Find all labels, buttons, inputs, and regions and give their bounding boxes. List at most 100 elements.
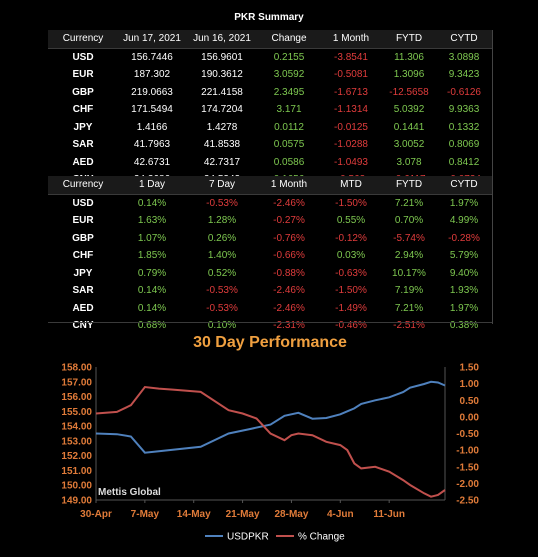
currency-code: AED — [72, 156, 94, 168]
table-cell: 1.3096 — [393, 69, 425, 81]
table-cell: 2.94% — [394, 250, 424, 262]
table-cell: 0.0112 — [274, 121, 304, 133]
pkr-rates-table: Currency Jun 17, 2021 Jun 16, 2021 Change 1 … — [48, 30, 492, 189]
table-cell: -1.0493 — [334, 156, 368, 168]
y-left-tick-label: 150.00 — [61, 481, 92, 492]
table-cell: 0.14% — [137, 197, 167, 209]
table-cell: 41.7963 — [133, 139, 171, 151]
watermark: Mettis Global — [98, 487, 161, 498]
column-header: FYTD — [382, 30, 436, 49]
table-cell: 41.8538 — [203, 139, 241, 151]
y-right-tick-label: -2.00 — [456, 479, 479, 490]
currency-code: EUR — [72, 215, 94, 227]
table-cell: 190.3612 — [201, 69, 243, 81]
table-cell: -0.76% — [273, 232, 305, 244]
table-cell: 4.99% — [449, 215, 479, 227]
table-row: SAR 0.14% -0.53% -2.46% -1.50% 7.19% 1.93% — [48, 282, 492, 300]
table-cell: -2.46% — [273, 197, 305, 209]
table-cell: 187.302 — [133, 69, 171, 81]
table-cell: -2.46% — [273, 302, 305, 314]
table-cell: 0.8412 — [448, 156, 480, 168]
table-cell: 0.14% — [137, 302, 167, 314]
x-tick-label: 11-Jun — [373, 509, 405, 520]
table-cell: 1.4278 — [206, 121, 238, 133]
column-header: MTD — [320, 176, 382, 195]
table-cell: 1.4166 — [136, 121, 168, 133]
table-cell: 221.4158 — [201, 86, 243, 98]
currency-code: CNY — [72, 320, 94, 332]
table-row: EUR 187.302 190.3612 3.0592 -0.5081 1.3096 9.3… — [48, 66, 492, 84]
column-header: 1 Day — [118, 176, 186, 195]
table-cell: -2.31% — [273, 320, 305, 332]
table-cell: 0.1332 — [448, 121, 480, 133]
column-header: FYTD — [382, 176, 436, 195]
table-cell: 9.40% — [449, 267, 479, 279]
column-header: CYTD — [436, 176, 492, 195]
column-header: CYTD — [436, 30, 492, 49]
table-cell: 0.52% — [207, 267, 237, 279]
table-cell: 5.0392 — [393, 104, 425, 116]
table-row: JPY 1.4166 1.4278 0.0112 -0.0125 0.1441 0.1332 — [48, 119, 492, 137]
currency-code: SAR — [72, 285, 94, 297]
table-cell: 156.9601 — [201, 51, 243, 63]
column-header: 7 Day — [186, 176, 258, 195]
table-cell: 1.63% — [137, 215, 167, 227]
column-header: 1 Month — [258, 176, 320, 195]
table-row: SAR 41.7963 41.8538 0.0575 -1.0288 3.0052 0.80… — [48, 136, 492, 154]
currency-code: USD — [72, 51, 94, 63]
column-header: Jun 16, 2021 — [186, 30, 258, 49]
table-cell: -1.50% — [335, 285, 367, 297]
table-cell: 1.97% — [449, 197, 479, 209]
y-right-tick-label: 0.50 — [460, 396, 480, 407]
table-cell: -2.51% — [393, 320, 425, 332]
table-row: AED 42.6731 42.7317 0.0586 -1.0493 3.078 0.841… — [48, 154, 492, 172]
table-cell: 7.21% — [394, 302, 424, 314]
table-cell: 7.21% — [394, 197, 424, 209]
table-cell: 0.26% — [207, 232, 237, 244]
table-cell: -0.6126 — [447, 86, 481, 98]
column-header: Jun 17, 2021 — [118, 30, 186, 49]
summary-title: PKR Summary — [234, 12, 304, 23]
table-cell: 219.0663 — [131, 86, 173, 98]
table-cell: 0.03% — [336, 250, 366, 262]
table-row: GBP 1.07% 0.26% -0.76% -0.12% -5.74% -0.28% — [48, 230, 492, 248]
table-cell: -0.12% — [335, 232, 367, 244]
table-cell: 0.2155 — [273, 51, 305, 63]
table-cell: -0.0125 — [334, 121, 368, 133]
x-tick-label: 14-May — [177, 509, 211, 520]
y-left-tick-label: 154.00 — [61, 422, 92, 433]
table-cell: 5.79% — [449, 250, 479, 262]
table-cell: 0.8069 — [448, 139, 480, 151]
currency-code: GBP — [72, 86, 94, 98]
table-cell: -0.53% — [206, 302, 238, 314]
x-tick-label: 7-May — [131, 509, 160, 520]
currency-code: GBP — [72, 232, 94, 244]
table-bottom-border — [48, 322, 492, 323]
table-cell: -2.46% — [273, 285, 305, 297]
table-cell: 3.0052 — [393, 139, 425, 151]
y-right-tick-label: -2.50 — [456, 496, 479, 507]
table-cell: 0.38% — [449, 320, 479, 332]
table-cell: 9.3423 — [448, 69, 480, 81]
table-cell: 0.70% — [394, 215, 424, 227]
column-header: Currency — [48, 30, 118, 49]
y-left-tick-label: 149.00 — [61, 496, 92, 507]
table-cell: -0.46% — [335, 320, 367, 332]
table-cell: -0.88% — [273, 267, 305, 279]
currency-code: EUR — [72, 69, 94, 81]
table-cell: -0.53% — [206, 197, 238, 209]
table-cell: -1.6713 — [334, 86, 368, 98]
table-cell: -1.50% — [335, 197, 367, 209]
currency-code: SAR — [72, 139, 94, 151]
table-cell: -0.28% — [448, 232, 480, 244]
x-tick-label: 30-Apr — [80, 509, 112, 520]
table-border — [492, 30, 493, 324]
table-cell: 0.14% — [137, 285, 167, 297]
table-cell: 0.79% — [137, 267, 167, 279]
y-left-tick-label: 151.00 — [61, 466, 92, 477]
performance-chart: 30 Day Performance 158.00 157.00 156.00 155… — [61, 334, 480, 543]
table-cell: -0.63% — [335, 267, 367, 279]
table-cell: 3.0592 — [273, 69, 305, 81]
chart-legend: USDPKR % Change — [205, 532, 345, 543]
table-row: CHF 171.5494 174.7204 3.171 -1.1314 5.0392 9.9… — [48, 101, 492, 119]
